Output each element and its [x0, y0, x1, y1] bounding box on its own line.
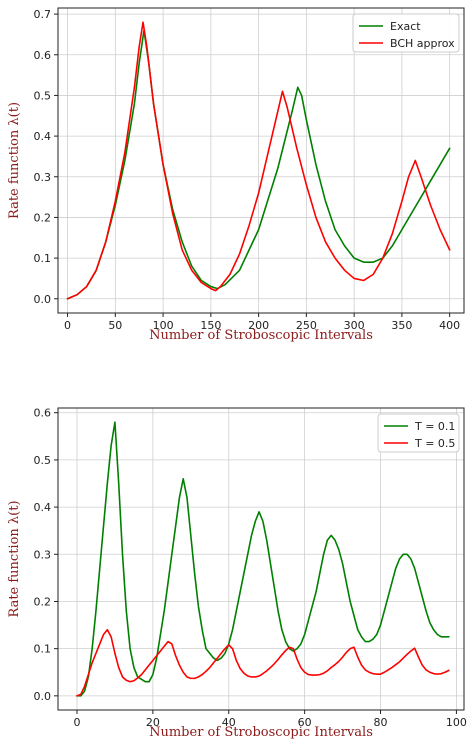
- chart-1: 0 50 100 150 200 250 300 350 400 0.0 0.1 0.2 0.3 0.4 0…: [7, 7, 465, 343]
- x-tick-label: 0: [64, 319, 71, 332]
- x-axis-label: Number of Stroboscopic Intervals: [149, 725, 373, 740]
- y-tick-label: 0.4: [34, 501, 52, 514]
- y-tick-label: 0.1: [34, 643, 52, 656]
- y-axis-label: Rate function λ(t): [7, 102, 22, 219]
- legend: Exact BCH approx: [352, 13, 460, 53]
- x-axis-label: Number of Stroboscopic Intervals: [149, 328, 373, 343]
- y-tick-label: 0.6: [34, 49, 52, 62]
- x-tick-label: 400: [439, 319, 460, 332]
- y-tick-label: 0.6: [34, 407, 52, 420]
- y-tick-label: 0.3: [34, 171, 52, 184]
- x-tick-label: 40: [222, 716, 236, 729]
- legend-label: BCH approx: [390, 37, 455, 50]
- x-tick-label: 50: [108, 319, 122, 332]
- legend-label: T = 0.5: [414, 437, 455, 450]
- x-tick-label: 20: [146, 716, 160, 729]
- legend-label: Exact: [390, 20, 421, 33]
- y-tick-label: 0.5: [34, 89, 52, 102]
- x-tick-label: 150: [200, 319, 221, 332]
- y-tick-label: 0.5: [34, 454, 52, 467]
- legend: T = 0.1 T = 0.5: [377, 413, 460, 453]
- chart-2: 0 20 40 60 80 100 0.0 0.1 0.2 0.3 0.4 0.5 0.6 Number …: [7, 407, 467, 740]
- plot-frame: [57, 7, 465, 314]
- plot-frame: [57, 407, 465, 711]
- x-tick-label: 200: [248, 319, 269, 332]
- y-tick-label: 0.0: [34, 293, 52, 306]
- x-tick-label: 300: [344, 319, 365, 332]
- series-line-2: [66, 21, 451, 300]
- legend-label: T = 0.1: [414, 420, 455, 433]
- series-line-1: [76, 421, 450, 697]
- series-line-2: [76, 628, 450, 697]
- y-tick-label: 0.7: [34, 8, 52, 21]
- y-tick-label: 0.0: [34, 690, 52, 703]
- y-tick-label: 0.1: [34, 252, 52, 265]
- y-tick-label: 0.2: [34, 595, 52, 608]
- y-tick-label: 0.3: [34, 548, 52, 561]
- x-tick-label: 250: [296, 319, 317, 332]
- x-tick-label: 100: [446, 716, 467, 729]
- y-tick-label: 0.4: [34, 130, 52, 143]
- x-tick-label: 80: [374, 716, 388, 729]
- x-tick-label: 60: [298, 716, 312, 729]
- x-tick-label: 350: [391, 319, 412, 332]
- y-axis-label: Rate function λ(t): [7, 500, 22, 617]
- x-tick-label: 0: [73, 716, 80, 729]
- y-tick-label: 0.2: [34, 211, 52, 224]
- x-tick-label: 100: [153, 319, 174, 332]
